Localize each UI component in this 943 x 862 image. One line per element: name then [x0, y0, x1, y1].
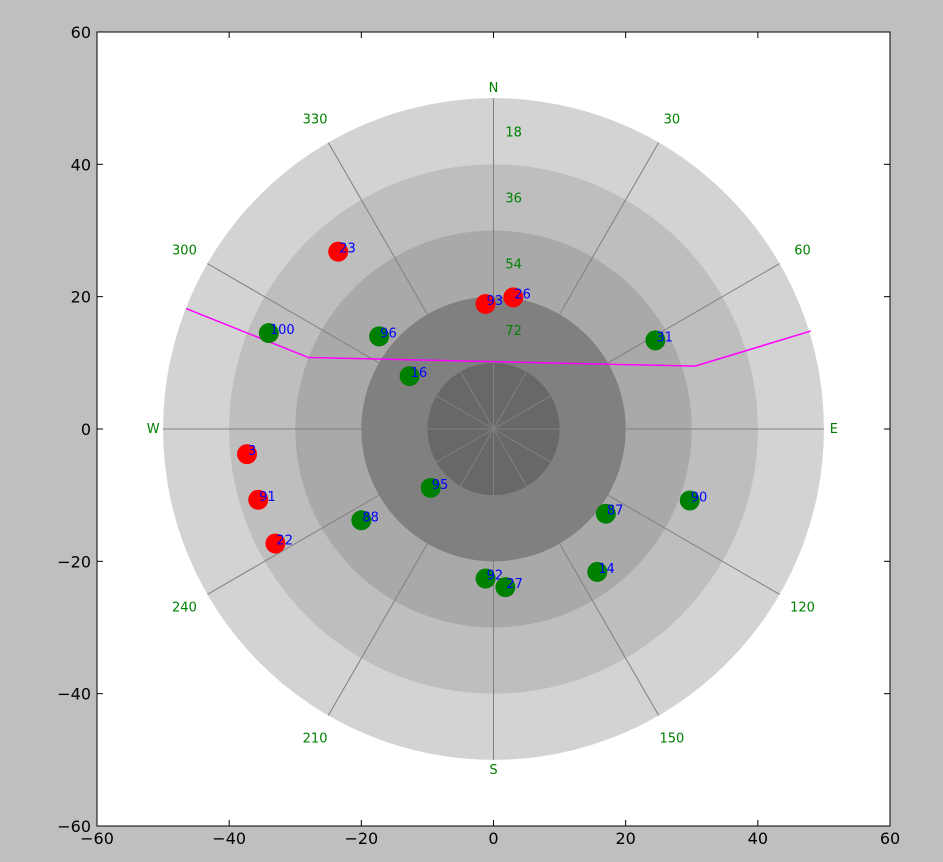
satellite-point [369, 326, 390, 347]
azimuth-spoke [207, 428, 494, 595]
azimuth-label: S [489, 763, 497, 778]
satellite-label: 27 [506, 577, 523, 592]
azimuth-label: 210 [303, 731, 328, 746]
satellite-point [420, 477, 441, 498]
elevation-labels: 18 36 54 72 [505, 125, 522, 339]
satellite-point [351, 510, 372, 531]
satellite-label: 93 [487, 294, 504, 309]
satellite-label: 96 [380, 326, 397, 341]
axis-ticks: −60 −40 −20 0 20 40 60 −60 −40 −20 0 20 40 60 [57, 23, 900, 848]
y-tick-label: −60 [57, 817, 91, 836]
satellite-point [495, 577, 516, 598]
satellite-label: 3 [248, 444, 256, 459]
azimuth-spoke [493, 142, 660, 430]
satellite-point [679, 490, 700, 511]
satellite-point [248, 489, 269, 510]
x-tick-label: −40 [212, 829, 246, 848]
azimuth-label: 330 [303, 113, 328, 128]
x-tick-label: −20 [344, 829, 378, 848]
satellite-label: 23 [339, 242, 356, 257]
azimuth-labels: N 30 60 E 120 150 S 210 240 W 300 330 [147, 81, 838, 778]
azimuth-spoke [327, 142, 494, 430]
x-tick-label: 40 [748, 829, 768, 848]
satellite-label: 14 [598, 562, 615, 577]
azimuth-spoke [207, 263, 494, 430]
y-tick-label: −40 [57, 685, 91, 704]
x-tick-label: 20 [615, 829, 635, 848]
azimuth-label: 60 [794, 243, 811, 258]
satellite-label: 88 [362, 510, 379, 525]
elevation-label: 72 [505, 324, 522, 339]
satellite-point [475, 293, 496, 314]
azimuth-label: 300 [172, 243, 197, 258]
satellite-point [503, 287, 524, 308]
satellite-point [645, 330, 666, 351]
satellite-point [587, 561, 608, 582]
satellite-label: 31 [656, 330, 673, 345]
x-tick-label: 60 [880, 829, 900, 848]
azimuth-spokes [163, 98, 824, 760]
satellite-label: 90 [691, 490, 708, 505]
elevation-label: 54 [505, 258, 522, 273]
satellite-point [399, 366, 420, 387]
x-tick-label: −60 [80, 829, 114, 848]
azimuth-label: W [147, 422, 160, 437]
azimuth-label: 240 [172, 601, 197, 616]
satellite-label: 87 [607, 504, 624, 519]
elevation-label: 18 [505, 125, 522, 140]
satellite-point [237, 444, 258, 465]
satellite-point [265, 533, 286, 554]
y-tick-label: 0 [81, 420, 91, 439]
satellite-point [258, 323, 279, 344]
y-tick-label: 40 [71, 155, 91, 174]
azimuth-label: 150 [660, 731, 685, 746]
azimuth-spoke [493, 428, 660, 716]
azimuth-label: E [830, 422, 838, 437]
satellite-point [475, 568, 496, 589]
satellite-label: 95 [432, 478, 449, 493]
satellite-label: 91 [259, 490, 276, 505]
satellite-point [595, 503, 616, 524]
satellite-point [328, 241, 349, 262]
azimuth-spoke [493, 428, 780, 595]
azimuth-spoke [327, 428, 494, 716]
satellite-label: 22 [276, 533, 293, 548]
elevation-label: 36 [505, 191, 522, 206]
horizon-mask-line [185, 307, 811, 367]
azimuth-label: 120 [790, 601, 815, 616]
x-tick-label: 0 [488, 829, 498, 848]
y-tick-label: −20 [57, 552, 91, 571]
y-tick-label: 20 [71, 288, 91, 307]
satellite-label: 100 [270, 323, 295, 338]
azimuth-label: 30 [664, 113, 681, 128]
satellite-label: 26 [514, 287, 531, 302]
satellite-label: 16 [411, 366, 428, 381]
azimuth-spoke [493, 263, 780, 430]
azimuth-label: N [489, 81, 499, 96]
y-tick-label: 60 [71, 23, 91, 42]
